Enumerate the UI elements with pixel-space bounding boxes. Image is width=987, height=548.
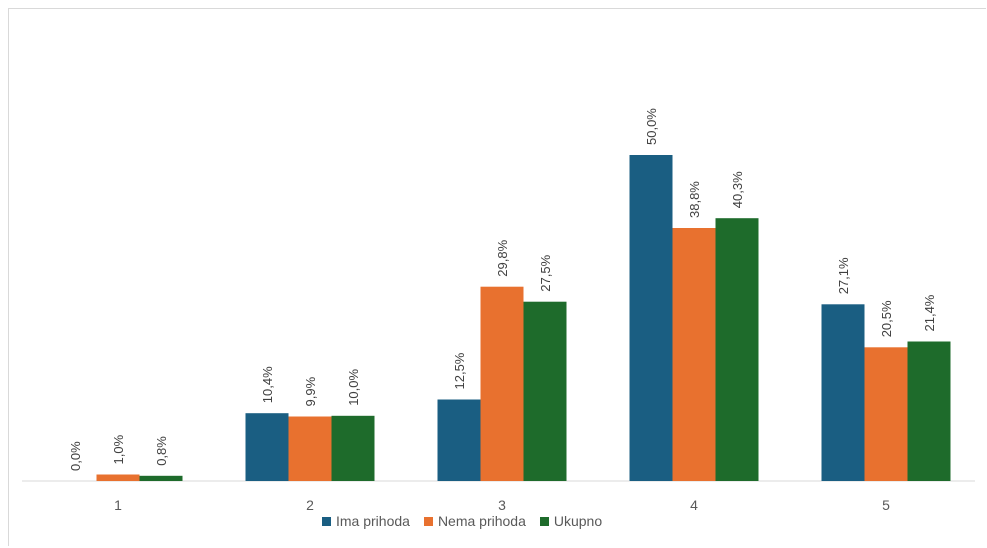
bar-nema-prihoda-4 [672,228,716,481]
chart-frame [8,8,986,546]
data-label: 50,0% [644,108,659,145]
data-label: 20,5% [879,300,894,337]
bar-ukupno-1 [139,475,183,481]
bar-nema-prihoda-2 [288,416,332,481]
data-labels-group: 0,0% 1,0% 0,8% 10,4% 9,9% 10,0% 12,5% 29,8% 27,5… [68,108,937,471]
x-tick-labels-group: 1 2 3 4 5 [114,497,890,513]
x-tick-label: 3 [498,497,506,513]
x-tick-label: 2 [306,497,314,513]
data-label: 27,5% [538,254,553,291]
data-label: 12,5% [452,352,467,389]
bar-ima-prihoda-3 [437,399,481,481]
bar-nema-prihoda-1 [96,474,140,481]
data-label: 0,0% [68,441,83,471]
bar-nema-prihoda-3 [480,286,524,481]
x-tick-label: 4 [690,497,698,513]
legend-swatch [423,516,433,526]
bar-ukupno-5 [907,341,951,481]
data-label: 10,0% [346,368,361,405]
bar-ukupno-4 [715,218,759,481]
bar-ukupno-3 [523,301,567,481]
legend-swatch [539,516,549,526]
bar-ima-prihoda-2 [245,413,289,481]
legend-item-nema-prihoda: Nema prihoda [423,513,526,529]
legend-label: Ukupno [553,513,603,529]
legend: Ima prihoda Nema prihoda Ukupno [322,512,602,530]
legend-label: Ima prihoda [336,513,410,529]
bars-group [96,155,951,481]
data-label: 27,1% [836,257,851,294]
x-tick-label: 1 [114,497,122,513]
bar-ima-prihoda-5 [821,304,865,481]
bar-ukupno-2 [331,415,375,481]
bar-nema-prihoda-5 [864,347,908,481]
data-label: 40,3% [730,171,745,208]
data-label: 10,4% [260,366,275,403]
legend-label: Nema prihoda [437,513,526,529]
x-tick-label: 5 [882,497,890,513]
data-label: 29,8% [495,239,510,276]
legend-item-ukupno: Ukupno [539,513,603,529]
data-label: 1,0% [111,434,126,464]
data-label: 0,8% [154,436,169,466]
legend-item-ima-prihoda: Ima prihoda [322,513,410,529]
data-label: 9,9% [303,376,318,406]
bar-ima-prihoda-4 [629,155,673,481]
data-label: 21,4% [922,294,937,331]
legend-swatch [322,516,331,526]
data-label: 38,8% [687,181,702,218]
